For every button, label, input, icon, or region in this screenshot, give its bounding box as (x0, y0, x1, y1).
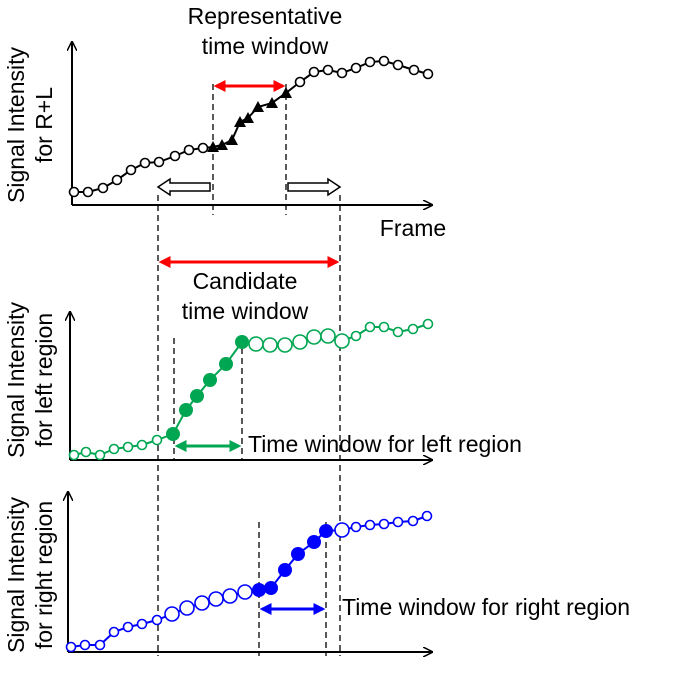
marker (294, 76, 306, 88)
marker (164, 606, 180, 622)
y-label-line: for left region (31, 313, 57, 447)
y-label-line: for right region (31, 501, 57, 649)
marker (334, 333, 350, 349)
marker (364, 321, 376, 333)
marker (392, 326, 404, 338)
marker (139, 157, 151, 169)
marker (422, 68, 434, 80)
marker (278, 563, 292, 577)
marker (306, 329, 322, 345)
y-label: Signal Intensity for R+L (3, 47, 57, 203)
marker (252, 101, 264, 112)
marker (308, 66, 320, 78)
marker (234, 116, 246, 127)
marker (307, 535, 321, 549)
marker (350, 330, 362, 342)
marker (222, 588, 238, 604)
marker (422, 318, 434, 330)
y-label-line: Signal Intensity (3, 497, 29, 653)
block-arrow (287, 177, 342, 197)
marker (190, 389, 204, 403)
marker (82, 186, 94, 198)
annotation: Time window for right region (342, 594, 630, 620)
marker (111, 174, 123, 186)
marker (108, 626, 120, 638)
marker (169, 150, 181, 162)
marker (277, 337, 293, 353)
y-label-line: Signal Intensity (3, 47, 29, 203)
marker (319, 524, 333, 538)
marker (364, 519, 376, 531)
marker (122, 621, 134, 633)
marker (334, 522, 350, 538)
y-label-line: Signal Intensity (3, 302, 29, 458)
marker (136, 439, 148, 451)
marker (68, 186, 80, 198)
marker (94, 639, 106, 651)
marker (242, 112, 254, 123)
marker (65, 641, 77, 653)
annotation: time window (182, 298, 309, 324)
marker (125, 164, 137, 176)
marker (208, 591, 224, 607)
marker (320, 328, 336, 344)
marker (151, 434, 163, 446)
annotation: Representative (188, 3, 343, 29)
marker (194, 595, 210, 611)
marker (266, 97, 278, 108)
marker (94, 449, 106, 461)
marker (179, 403, 193, 417)
marker (166, 427, 180, 441)
marker (183, 144, 195, 156)
annotation: time window (202, 33, 329, 59)
y-label-line: for R+L (31, 87, 57, 163)
marker (122, 441, 134, 453)
marker (197, 142, 209, 154)
marker (392, 516, 404, 528)
marker (322, 64, 334, 76)
marker (408, 64, 420, 76)
marker (392, 59, 404, 71)
marker (68, 449, 80, 461)
marker (336, 67, 348, 79)
marker (108, 443, 120, 455)
marker (203, 373, 217, 387)
marker (262, 337, 278, 353)
marker (97, 182, 109, 194)
marker (378, 321, 390, 333)
x-label: Frame (380, 215, 446, 241)
y-label: Signal Intensity for left region (3, 302, 57, 458)
marker (378, 518, 390, 530)
marker (350, 62, 362, 74)
marker (280, 87, 292, 98)
marker (252, 583, 266, 597)
marker (364, 56, 376, 68)
marker (248, 336, 264, 352)
marker (407, 515, 419, 527)
marker (136, 618, 148, 630)
marker (79, 639, 91, 651)
marker (216, 139, 228, 150)
annotation: Time window for left region (248, 431, 522, 457)
marker (291, 547, 305, 561)
marker (226, 134, 238, 145)
marker (264, 581, 278, 595)
marker (219, 357, 233, 371)
marker (151, 614, 163, 626)
marker (179, 600, 195, 616)
marker (378, 55, 390, 67)
marker (153, 156, 165, 168)
marker (235, 335, 249, 349)
marker (292, 334, 308, 350)
block-arrow (156, 177, 211, 197)
marker (80, 446, 92, 458)
marker (350, 521, 362, 533)
y-label: Signal Intensity for right region (3, 497, 57, 653)
marker (407, 323, 419, 335)
marker (237, 584, 253, 600)
marker (421, 510, 433, 522)
marker (207, 141, 219, 152)
annotation: Candidate (193, 268, 298, 294)
